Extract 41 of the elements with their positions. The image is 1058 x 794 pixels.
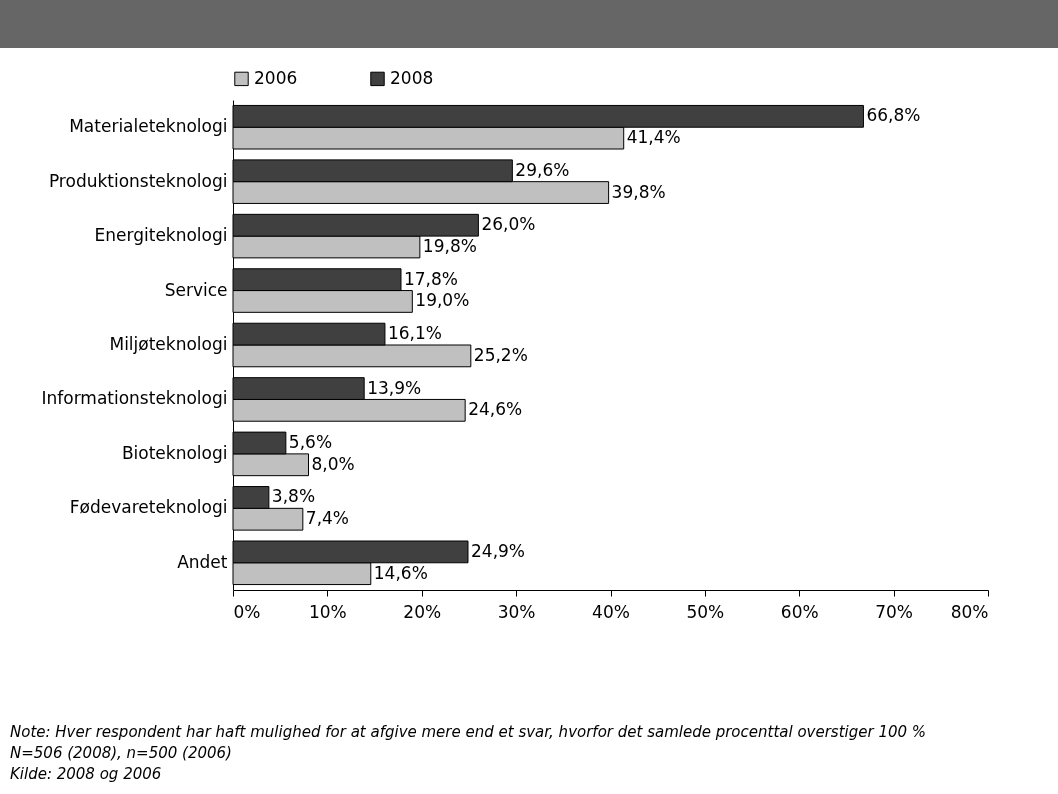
y-tick-label: Service [164,279,228,300]
x-tick-label: 70% [875,601,914,622]
x-tick-label: 10% [308,601,347,622]
data-label: 24,6% [468,399,523,420]
x-tick-label: 80% [950,601,989,622]
text: Note: Hver respondent har haft mulighed for at afgive mere end et svar, hvorfor det samlede procenttal overstiger 100 % [10,722,927,743]
y-tick-label: Andet [177,551,228,572]
legend-label: 2008 [390,67,434,88]
data-label: 26,0% [481,214,536,235]
y-tick-label: Bioteknologi [121,442,228,463]
data-label: 3,8% [271,486,316,507]
x-tick-label: 60% [780,601,819,622]
data-label: 14,6% [373,562,428,583]
x-tick-label: 30% [497,601,536,622]
data-label: 66,8% [866,105,921,126]
y-tick-label: Energiteknologi [94,225,228,246]
y-tick-label: Produktionsteknologi [48,170,228,191]
y-tick-label: Miljøteknologi [109,334,228,354]
y-tick-label: Informationsteknologi [41,388,228,409]
y-tick-label: Fødevareteknologi [69,497,228,518]
x-tick-label: 40% [592,601,630,622]
data-label: 41,4% [626,127,681,148]
data-label: 24,9% [470,540,526,561]
data-label: 19,8% [422,236,477,256]
data-label: 8,0% [311,453,355,474]
data-label: 25,2% [473,344,528,365]
data-label: 29,6% [515,159,570,180]
data-label: 16,1% [387,323,442,344]
data-label: 39,8% [611,181,666,202]
legend-label: 2006 [254,67,298,88]
data-label: 13,9% [367,377,422,398]
data-label: 17,8% [403,268,458,289]
data-label: 5,6% [288,432,333,452]
data-label: 7,4% [305,508,350,529]
x-tick-label: 0% [233,601,261,622]
text: Kilde: 2008 og 2006 [10,764,163,785]
x-tick-label: 50% [686,601,725,622]
data-label: 19,0% [415,290,470,311]
text: N=506 (2008), n=500 (2006) [10,743,233,764]
x-tick-label: 20% [403,601,442,622]
y-tick-label: Materialeteknologi [69,116,228,137]
